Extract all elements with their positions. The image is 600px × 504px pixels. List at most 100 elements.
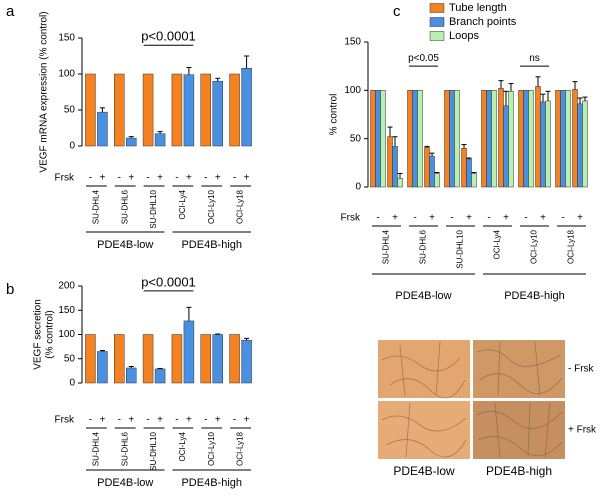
- bar: [424, 147, 430, 188]
- legend-swatch: [429, 3, 445, 13]
- y-axis-label: % control: [329, 94, 340, 136]
- condition-tick: -: [118, 415, 121, 426]
- y-tick-label: 200: [58, 281, 75, 292]
- bar: [523, 90, 529, 188]
- micrograph: [378, 340, 470, 398]
- condition-tick: +: [215, 415, 221, 426]
- cell-line-label: OCI-Ly18: [567, 229, 576, 263]
- cell-line-label: OCI-Ly18: [236, 189, 245, 223]
- bar: [508, 91, 514, 188]
- bar: [444, 90, 450, 188]
- condition-tick: -: [204, 415, 207, 426]
- y-tick-label: 150: [344, 37, 361, 48]
- legend-label: Loops: [449, 30, 479, 42]
- condition-tick: +: [186, 173, 192, 184]
- bar: [466, 158, 472, 188]
- bar: [491, 90, 497, 188]
- group-label: PDE4B-high: [181, 477, 242, 489]
- condition-tick: -: [175, 173, 178, 184]
- condition-tick: -: [413, 213, 416, 224]
- cell-line-label: SU-DHL6: [419, 229, 428, 264]
- condition-tick: +: [99, 173, 105, 184]
- bar: [577, 103, 583, 188]
- annotation: ns: [529, 53, 540, 64]
- bar: [434, 173, 440, 188]
- bar: [183, 74, 195, 147]
- micrograph: [378, 401, 470, 459]
- condition-tick: -: [175, 415, 178, 426]
- bar: [471, 173, 477, 188]
- condition-tick: -: [233, 415, 236, 426]
- bar: [417, 90, 423, 188]
- row-label: - Frsk: [568, 364, 595, 375]
- cell-line-label: SU-DHL10: [149, 431, 158, 470]
- y-tick-label: 100: [58, 69, 75, 80]
- bar: [503, 105, 509, 188]
- condition-tick: +: [128, 415, 134, 426]
- condition-tick: -: [204, 173, 207, 184]
- condition-tick: +: [577, 213, 583, 224]
- panel-label: c: [393, 3, 401, 20]
- condition-tick: -: [233, 173, 236, 184]
- cell-line-label: SU-DHL6: [120, 431, 129, 466]
- bar: [212, 80, 223, 147]
- bar: [114, 334, 125, 384]
- bar: [481, 90, 487, 188]
- bar: [183, 320, 195, 384]
- bar: [572, 89, 578, 188]
- cell-line-label: OCI-Ly10: [207, 189, 216, 223]
- group-label: PDE4B-low: [97, 477, 153, 489]
- condition-tick: -: [118, 173, 121, 184]
- bar: [200, 334, 211, 384]
- bar: [565, 90, 571, 188]
- cell-line-label: OCI-Ly10: [530, 229, 539, 263]
- bar: [387, 136, 393, 188]
- cell-line-label: OCI-Ly4: [178, 431, 187, 461]
- micrograph: [473, 340, 565, 398]
- cell-line-label: SU-DHL4: [92, 431, 101, 466]
- micrograph-texture: [381, 341, 563, 458]
- condition-tick: -: [89, 173, 92, 184]
- bar: [126, 367, 137, 384]
- cell-line-label: SU-DHL10: [456, 229, 465, 268]
- legend-label: Branch points: [449, 16, 517, 28]
- condition-tick: -: [561, 213, 564, 224]
- bar: [229, 334, 240, 384]
- condition-tick: +: [128, 173, 134, 184]
- condition-tick: +: [215, 173, 221, 184]
- bar: [449, 90, 455, 188]
- bar: [528, 90, 534, 188]
- condition-tick: -: [146, 415, 149, 426]
- bar: [560, 90, 566, 188]
- bar: [85, 73, 96, 147]
- bar: [412, 90, 418, 188]
- legend-label: Tube length: [449, 2, 507, 14]
- panel-label: b: [6, 281, 14, 298]
- bar: [380, 90, 386, 188]
- bar: [535, 86, 541, 188]
- bar: [407, 90, 413, 188]
- cell-line-label: OCI-Ly10: [207, 431, 216, 465]
- group-label: PDE4B-low: [97, 239, 153, 251]
- group-label: PDE4B-high: [504, 290, 565, 302]
- bar: [142, 334, 154, 384]
- y-tick-label: 100: [344, 85, 361, 96]
- condition-tick: -: [146, 173, 149, 184]
- condition-tick: +: [186, 415, 192, 426]
- condition-tick: +: [540, 213, 546, 224]
- y-tick-label: 0: [69, 378, 75, 389]
- cell-line-label: OCI-Ly18: [236, 431, 245, 465]
- bar: [154, 368, 166, 384]
- cell-line-label: OCI-Ly4: [178, 189, 187, 219]
- condition-tick: -: [487, 213, 490, 224]
- condition-tick: -: [524, 213, 527, 224]
- y-tick-label: 0: [69, 141, 75, 152]
- bar: [370, 90, 376, 188]
- y-tick-label: 50: [64, 353, 76, 364]
- y-tick-label: 150: [58, 33, 75, 44]
- condition-tick: -: [89, 415, 92, 426]
- cell-line-label: SU-DHL4: [92, 189, 101, 224]
- bar: [171, 73, 183, 147]
- bar: [200, 73, 211, 147]
- condition-tick: +: [429, 213, 435, 224]
